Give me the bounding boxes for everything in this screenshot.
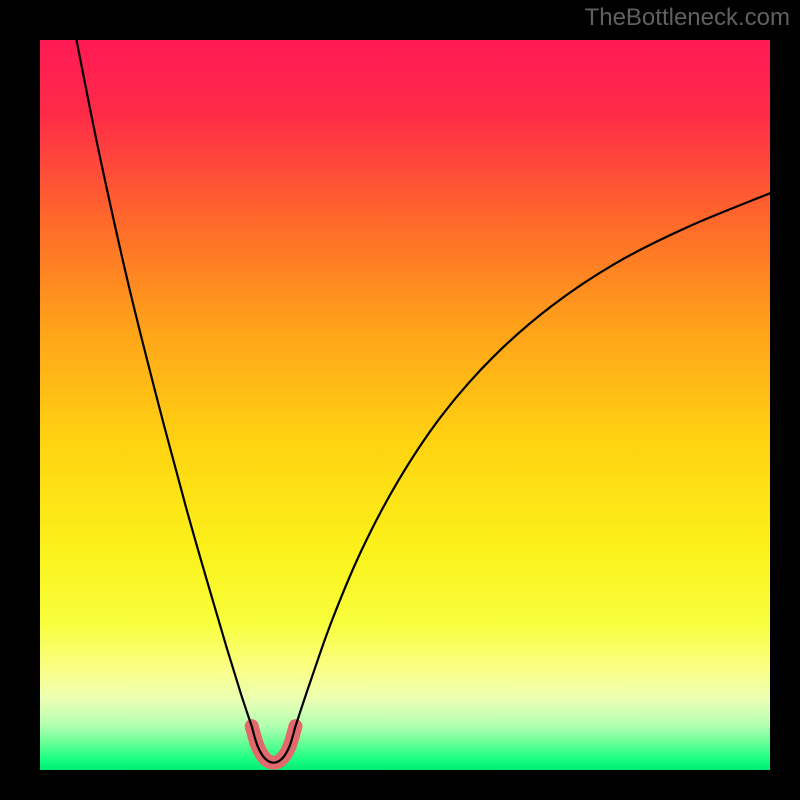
plot-area: [40, 40, 770, 770]
chart-svg: [40, 40, 770, 770]
watermark-text: TheBottleneck.com: [585, 4, 790, 32]
chart-root: TheBottleneck.com: [0, 0, 800, 800]
chart-background: [40, 40, 770, 770]
